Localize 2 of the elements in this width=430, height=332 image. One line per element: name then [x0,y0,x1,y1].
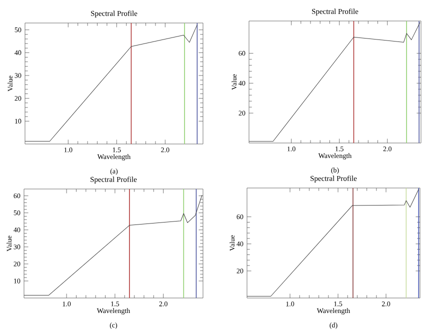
line-series [246,188,419,296]
line-series [248,22,420,142]
